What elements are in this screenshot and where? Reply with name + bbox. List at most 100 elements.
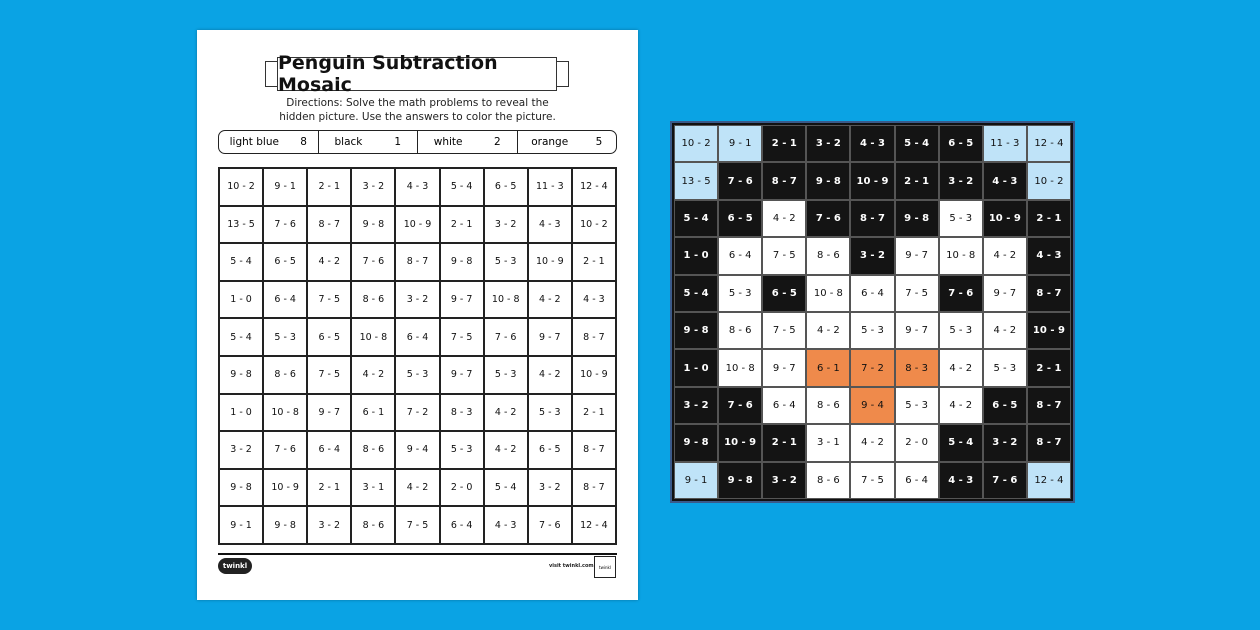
- mosaic-cell-black: 7 - 6: [806, 199, 851, 238]
- mosaic-cell-lightblue: 12 - 4: [1026, 125, 1071, 163]
- key-item: light blue 8: [219, 131, 319, 153]
- mosaic-cell-black: 2 - 1: [762, 125, 807, 163]
- problem-cell: 5 - 4: [483, 468, 528, 507]
- problem-cell: 6 - 5: [263, 243, 308, 281]
- mosaic-cell-lightblue: 12 - 4: [1026, 461, 1071, 499]
- mosaic-cell-white: 4 - 2: [982, 312, 1027, 350]
- mosaic-cell-black: 8 - 7: [1026, 386, 1071, 425]
- problem-cell: 9 - 1: [263, 168, 308, 206]
- mosaic-cell-black: 2 - 1: [894, 162, 939, 200]
- mosaic-cell-black: 1 - 0: [674, 349, 719, 387]
- color-key: light blue 8 black 1 white 2 orange 5: [218, 130, 617, 154]
- problem-cell: 7 - 5: [307, 280, 352, 319]
- key-item: black 1: [319, 131, 418, 153]
- problem-cell: 10 - 8: [351, 318, 396, 356]
- problem-cell: 6 - 5: [527, 431, 572, 469]
- problem-cell: 7 - 5: [439, 318, 484, 356]
- mosaic-cell-lightblue: 13 - 5: [674, 162, 719, 200]
- mosaic-cell-white: 5 - 3: [938, 199, 983, 238]
- problem-cell: 9 - 8: [351, 205, 396, 244]
- problem-cell: 7 - 6: [263, 205, 308, 244]
- mosaic-cell-white: 4 - 2: [938, 349, 983, 387]
- mosaic-cell-black: 9 - 8: [674, 312, 719, 350]
- key-color: black: [334, 136, 363, 148]
- mosaic-cell-black: 2 - 1: [1026, 199, 1071, 238]
- mosaic-cell-white: 10 - 8: [938, 237, 983, 275]
- problem-cell: 12 - 4: [571, 506, 616, 544]
- problem-cell: 10 - 9: [571, 355, 616, 394]
- problem-cell: 10 - 9: [527, 243, 572, 281]
- key-color: orange: [531, 136, 569, 148]
- mosaic-cell-black: 10 - 9: [982, 199, 1027, 238]
- problem-cell: 3 - 2: [351, 168, 396, 206]
- problem-cell: 3 - 2: [395, 280, 440, 319]
- problem-cell: 7 - 6: [263, 431, 308, 469]
- problem-cell: 8 - 6: [351, 431, 396, 469]
- problem-cell: 10 - 9: [395, 205, 440, 244]
- mosaic-cell-white: 7 - 5: [762, 312, 807, 350]
- problem-cell: 13 - 5: [219, 205, 264, 244]
- problem-cell: 9 - 7: [307, 393, 352, 432]
- key-color: white: [433, 136, 463, 148]
- problem-cell: 5 - 3: [527, 393, 572, 432]
- page-title: Penguin Subtraction Mosaic: [277, 52, 557, 96]
- problem-cell: 9 - 8: [439, 243, 484, 281]
- problem-cell: 6 - 1: [351, 393, 396, 432]
- problem-cell: 11 - 3: [527, 168, 572, 206]
- problem-cell: 10 - 9: [263, 468, 308, 507]
- problem-cell: 1 - 0: [219, 393, 264, 432]
- mosaic-cell-orange: 7 - 2: [850, 349, 895, 387]
- mosaic-cell-lightblue: 10 - 2: [1026, 162, 1071, 200]
- problem-cell: 9 - 8: [263, 506, 308, 544]
- problem-cell: 5 - 3: [483, 243, 528, 281]
- problem-cell: 4 - 3: [483, 506, 528, 544]
- problem-cell: 2 - 1: [571, 393, 616, 432]
- problem-cell: 9 - 1: [219, 506, 264, 544]
- mosaic-cell-lightblue: 10 - 2: [674, 125, 719, 163]
- mosaic-cell-black: 5 - 4: [938, 424, 983, 462]
- problem-cell: 3 - 2: [307, 506, 352, 544]
- problem-cell: 6 - 4: [307, 431, 352, 469]
- mosaic-cell-black: 5 - 4: [674, 199, 719, 238]
- mosaic-cell-black: 7 - 6: [718, 386, 763, 425]
- problem-cell: 5 - 3: [439, 431, 484, 469]
- key-color: light blue: [229, 136, 279, 148]
- mosaic-cell-black: 2 - 1: [762, 424, 807, 462]
- problem-cell: 5 - 3: [483, 355, 528, 394]
- mosaic-cell-black: 3 - 2: [762, 461, 807, 499]
- mosaic-cell-black: 4 - 3: [982, 162, 1027, 200]
- footer-url: visit twinkl.com: [549, 563, 594, 569]
- mosaic-cell-black: 3 - 2: [850, 237, 895, 275]
- banner-ribbon-left: [265, 61, 279, 87]
- problem-cell: 7 - 6: [351, 243, 396, 281]
- problem-cell: 9 - 7: [527, 318, 572, 356]
- mosaic-cell-white: 9 - 7: [762, 349, 807, 387]
- mosaic-cell-black: 3 - 2: [806, 125, 851, 163]
- mosaic-cell-black: 10 - 9: [1026, 312, 1071, 350]
- mosaic-cell-black: 6 - 5: [938, 125, 983, 163]
- problem-cell: 4 - 2: [351, 355, 396, 394]
- mosaic-cell-black: 6 - 5: [718, 199, 763, 238]
- footer-divider: [218, 553, 617, 555]
- mosaic-cell-white: 7 - 5: [850, 461, 895, 499]
- mosaic-cell-black: 5 - 4: [894, 125, 939, 163]
- mosaic-cell-black: 9 - 8: [806, 162, 851, 200]
- problem-cell: 8 - 3: [439, 393, 484, 432]
- problem-cell: 3 - 1: [351, 468, 396, 507]
- mosaic-cell-white: 7 - 5: [894, 274, 939, 312]
- mosaic-cell-white: 4 - 2: [850, 424, 895, 462]
- mosaic-cell-white: 8 - 6: [806, 237, 851, 275]
- problem-cell: 9 - 8: [219, 355, 264, 394]
- mosaic-cell-black: 7 - 6: [982, 461, 1027, 499]
- mosaic-cell-black: 8 - 7: [1026, 274, 1071, 312]
- problem-cell: 4 - 3: [527, 205, 572, 244]
- problem-cell: 10 - 8: [483, 280, 528, 319]
- key-value: 1: [394, 136, 402, 148]
- mosaic-cell-white: 4 - 2: [762, 199, 807, 238]
- mosaic-cell-white: 6 - 4: [894, 461, 939, 499]
- mosaic-cell-white: 8 - 6: [806, 461, 851, 499]
- mosaic-cell-white: 9 - 7: [894, 312, 939, 350]
- mosaic-cell-black: 10 - 9: [850, 162, 895, 200]
- mosaic-cell-orange: 9 - 4: [850, 386, 895, 425]
